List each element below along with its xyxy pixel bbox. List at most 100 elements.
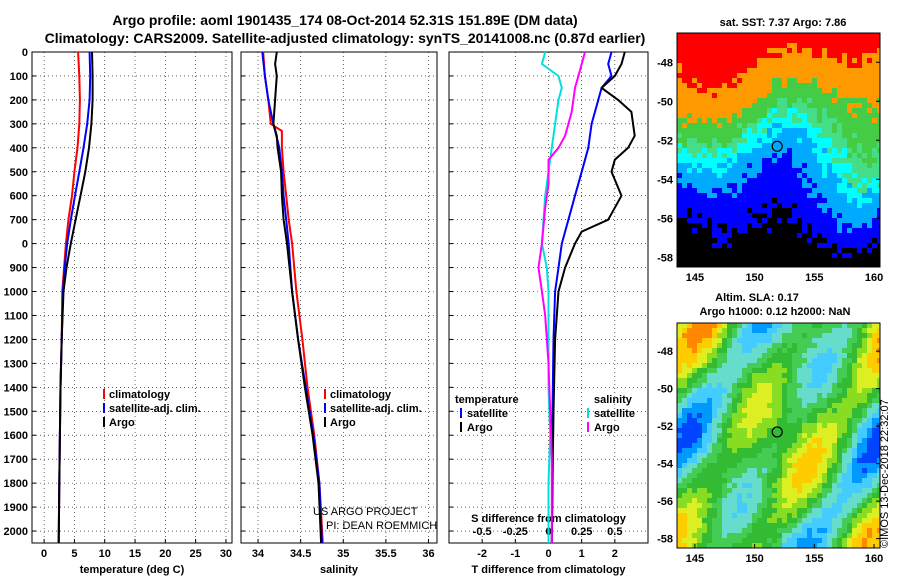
map-cell [762,193,768,199]
map-cell [687,418,693,424]
map-cell [747,138,753,144]
map-cell [757,498,763,504]
map-cell [697,93,703,99]
map-cell [737,398,743,404]
map-cell [712,88,718,94]
map-cell [707,148,713,154]
map-cell [857,88,863,94]
map-cell [847,408,853,414]
map-cell [817,428,823,434]
map-cell [762,338,768,344]
map-cell [692,503,698,509]
map-cell [757,508,763,514]
map-cell [872,143,878,149]
map-cell [727,118,733,124]
map-cell [797,208,803,214]
map-cell [707,413,713,419]
map-cell [702,33,708,39]
map-cell [807,83,813,89]
map-cell [827,508,833,514]
map-cell [757,68,763,74]
map-cell [817,53,823,59]
map-cell [797,393,803,399]
map-cell [742,123,748,129]
map-cell [832,228,838,234]
map-cell [687,393,693,399]
map-cell [692,188,698,194]
map-cell [847,518,853,524]
map-cell [707,78,713,84]
map-cell [827,328,833,334]
map-cell [792,543,798,549]
map-cell [677,513,683,519]
map-cell [712,353,718,359]
map-cell [802,358,808,364]
map-cell [792,198,798,204]
map-cell [827,493,833,499]
map-cell [842,363,848,369]
map-cell [737,433,743,439]
map-cell [832,73,838,79]
map-cell [752,438,758,444]
map-cell [862,413,868,419]
map-cell [832,198,838,204]
map-cell [712,398,718,404]
map-cell [747,233,753,239]
map-cell [757,218,763,224]
map-cell [787,213,793,219]
map-cell [777,353,783,359]
map-cell [857,43,863,49]
map-cell [737,98,743,104]
map-cell [812,33,818,39]
map-cell [852,323,858,329]
map-cell [742,208,748,214]
map-cell [707,238,713,244]
map-cell [782,463,788,469]
map-cell [872,113,878,119]
map-cell [822,473,828,479]
map-cell [862,93,868,99]
map-cell [757,348,763,354]
map-cell [792,408,798,414]
map-cell [782,48,788,54]
map-cell [697,98,703,104]
map-cell [767,253,773,259]
map-cell [817,243,823,249]
map-cell [847,368,853,374]
map-cell [827,373,833,379]
map-cell [737,203,743,209]
map-cell [782,358,788,364]
map-cell [742,368,748,374]
map-cell [687,488,693,494]
map-cell [832,108,838,114]
map-cell [762,63,768,69]
map-cell [777,48,783,54]
map-cell [697,208,703,214]
map-cell [817,393,823,399]
map-cell [832,143,838,149]
map-cell [677,233,683,239]
map-cell [772,328,778,334]
map-cell [842,243,848,249]
map-cell [787,188,793,194]
map-cell [872,438,878,444]
map-cell [707,113,713,119]
map-cell [767,448,773,454]
map-cell [857,493,863,499]
map-cell [817,223,823,229]
map-cell [692,58,698,64]
map-cell [707,143,713,149]
map-cell [842,248,848,254]
map-cell [742,518,748,524]
map-cell [767,458,773,464]
map-cell [842,523,848,529]
map-cell [827,423,833,429]
map-cell [787,148,793,154]
map-cell [837,533,843,539]
map-cell [737,253,743,259]
map-cell [772,378,778,384]
map-cell [792,218,798,224]
map-cell [682,368,688,374]
map-cell [747,333,753,339]
map-cell [702,243,708,249]
